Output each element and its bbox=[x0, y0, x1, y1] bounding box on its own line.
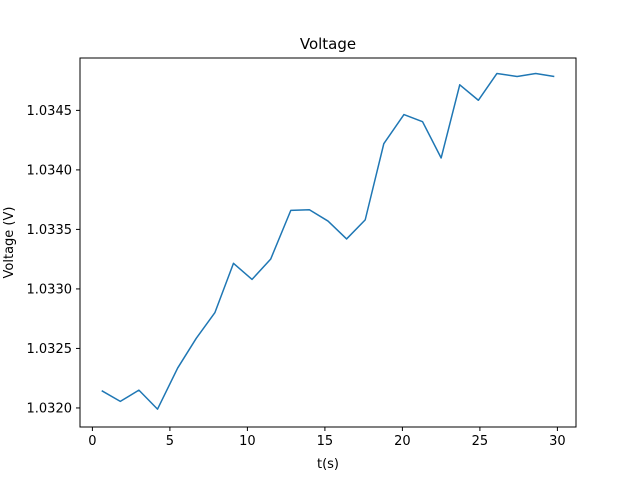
y-tick-label: 1.0325 bbox=[27, 342, 73, 357]
x-tick-label: 30 bbox=[549, 434, 566, 449]
y-tick-label: 1.0345 bbox=[27, 104, 73, 119]
y-tick-label: 1.0330 bbox=[27, 282, 73, 297]
x-tick-label: 15 bbox=[317, 434, 334, 449]
x-axis-title: t(s) bbox=[317, 457, 339, 472]
series-line-0 bbox=[101, 72, 555, 410]
x-tick-label: 25 bbox=[472, 434, 489, 449]
x-axis: 0 5 10 15 20 25 30 bbox=[88, 427, 566, 449]
chart-title: Voltage bbox=[300, 35, 356, 53]
x-tick-label: 0 bbox=[88, 434, 96, 449]
x-tick-label: 5 bbox=[166, 434, 174, 449]
axes-frame bbox=[79, 57, 577, 428]
plot-area bbox=[101, 72, 555, 410]
x-tick-label: 20 bbox=[394, 434, 411, 449]
y-tick-label: 1.0340 bbox=[27, 163, 73, 178]
y-axis: 1.0320 1.0325 1.0330 1.0335 1.0340 1.0345 bbox=[27, 104, 80, 416]
y-tick-label: 1.0335 bbox=[27, 223, 73, 238]
x-tick-label: 10 bbox=[239, 434, 256, 449]
y-tick-label: 1.0320 bbox=[27, 401, 73, 416]
y-axis-title: Voltage (V) bbox=[2, 207, 17, 279]
